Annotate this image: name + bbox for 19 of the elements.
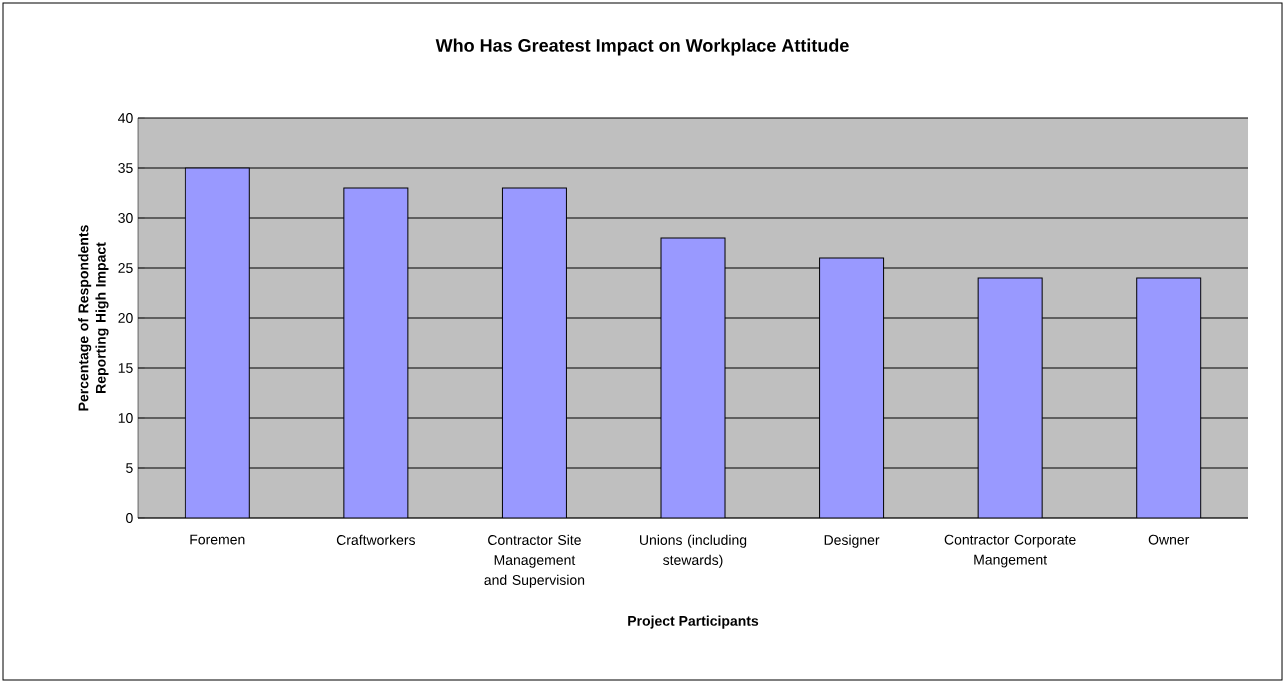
x-axis-title: Project Participants (628, 615, 759, 629)
y-tick-label: 25 (118, 263, 133, 273)
x-tick-label: Designer (824, 534, 880, 548)
chart-title: Who Has Greatest Impact on Workplace Attitude (435, 38, 849, 56)
x-tick-label: Craftworkers (336, 534, 416, 545)
y-tick-label: 30 (118, 213, 133, 223)
x-tick-label: Contractor Site Management and Supervision (484, 534, 585, 588)
y-tick-label: 5 (126, 463, 133, 473)
y-tick-label: 35 (118, 163, 133, 173)
y-tick-label: 20 (118, 313, 133, 323)
x-tick-label: Owner (1148, 534, 1190, 545)
y-tick-label: 15 (118, 363, 133, 373)
y-axis-title: Percentage of Respondents Reporting High Impact (78, 225, 109, 411)
x-tick-label: Foremen (190, 534, 245, 545)
y-tick-label: 10 (118, 413, 133, 423)
x-tick-label: Contractor Corporate Mangement (944, 534, 1076, 568)
y-tick-label: 0 (126, 513, 133, 523)
y-tick-label: 40 (118, 113, 133, 123)
x-tick-label: Unions (including stewards) (640, 534, 747, 568)
